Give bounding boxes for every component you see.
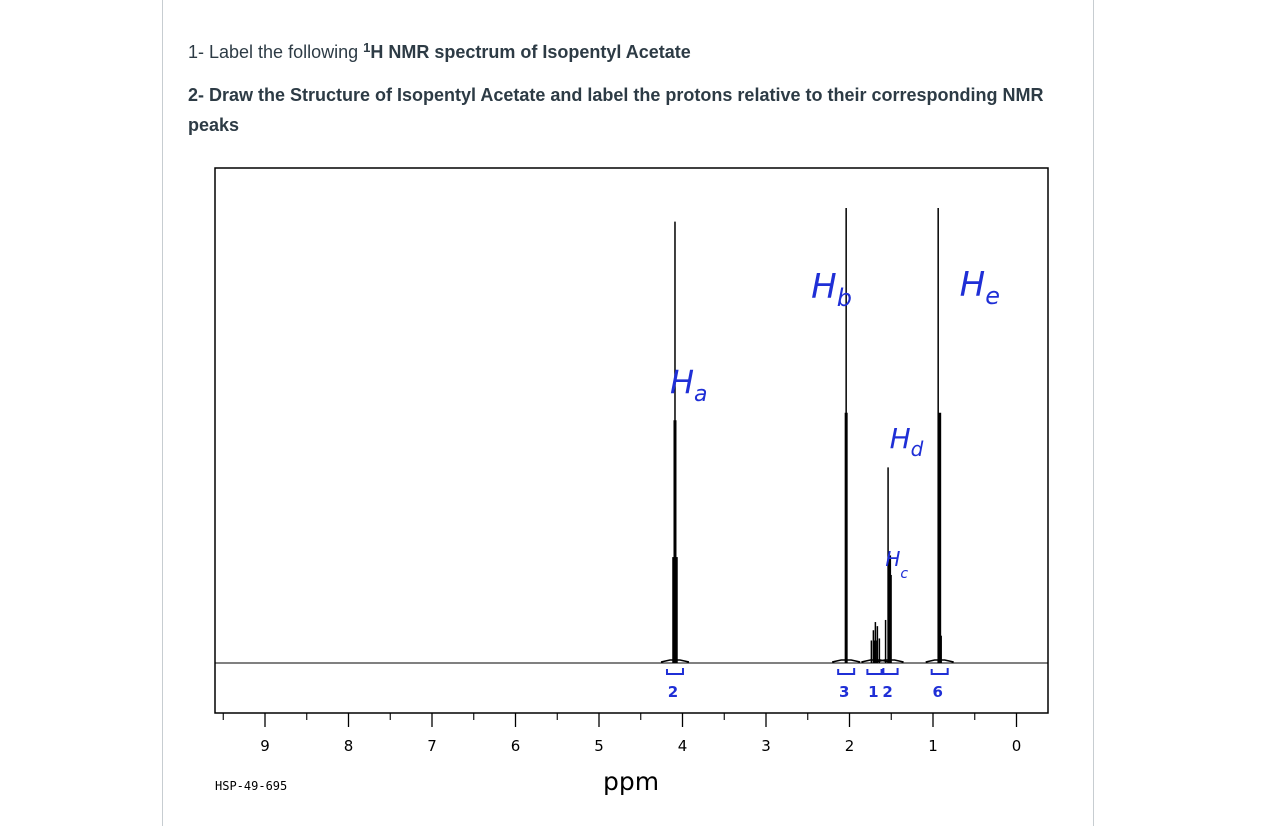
- integration-curve: [866, 668, 885, 675]
- peak-base: [925, 659, 954, 663]
- x-tick-label: 3: [761, 737, 771, 755]
- x-tick-label: 8: [344, 737, 354, 755]
- integration-value: 2: [668, 683, 678, 701]
- integration-curve: [665, 668, 684, 675]
- integration-curve: [837, 668, 856, 675]
- integration-value: 1: [868, 683, 878, 701]
- x-tick-label: 5: [594, 737, 604, 755]
- x-tick-label: 6: [511, 737, 521, 755]
- peak-annotation: Ha: [670, 363, 708, 407]
- x-tick-label: 4: [678, 737, 688, 755]
- peak-base: [660, 659, 690, 663]
- peak-body: [888, 555, 892, 663]
- peak-annotation: Hd: [890, 422, 924, 461]
- x-axis-label: ppm: [603, 767, 659, 796]
- spectrum-code: HSP-49-695: [215, 779, 287, 793]
- content-right-border: [1093, 0, 1094, 826]
- peak-body: [938, 412, 942, 663]
- integration-value: 3: [839, 683, 849, 701]
- x-tick-label: 7: [427, 737, 437, 755]
- question-1-prefix: 1- Label the following: [188, 42, 364, 62]
- peak-annotation: He: [960, 265, 1000, 310]
- question-1-superscript: 1: [363, 40, 371, 55]
- integration-curve: [880, 668, 899, 675]
- x-tick-label: 9: [260, 737, 270, 755]
- question-2: 2- Draw the Structure of Isopentyl Aceta…: [188, 85, 1044, 135]
- peak-base: [875, 659, 904, 663]
- peak-body: [873, 640, 877, 663]
- content-left-border: [162, 0, 163, 826]
- peak-hd: [875, 467, 904, 663]
- x-tick-label: 1: [928, 737, 938, 755]
- integration-value: 6: [932, 683, 942, 701]
- integration-value: 2: [882, 683, 892, 701]
- integration-curve: [930, 668, 949, 675]
- peak-body: [673, 420, 677, 663]
- peak-body: [844, 412, 848, 663]
- question-1-bold: H NMR spectrum of Isopentyl Acetate: [370, 42, 691, 62]
- x-tick-label: 0: [1012, 737, 1022, 755]
- peak-ha: [660, 221, 690, 663]
- plot-frame: [214, 167, 1049, 714]
- peak-he: [925, 208, 954, 663]
- question-1: 1- Label the following 1H NMR spectrum o…: [188, 34, 691, 66]
- peak-hc: [861, 622, 890, 663]
- x-tick-label: 2: [845, 737, 855, 755]
- peak-hb: [831, 208, 861, 663]
- peak-base: [831, 659, 861, 663]
